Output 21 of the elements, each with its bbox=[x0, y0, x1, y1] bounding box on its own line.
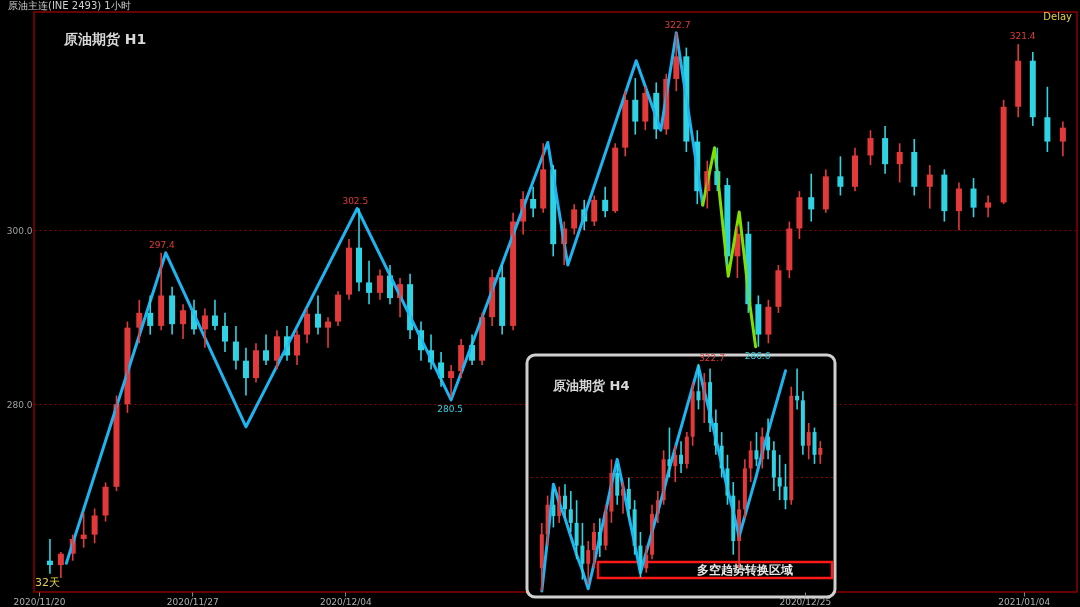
annotation: 322.7 bbox=[699, 353, 725, 363]
annotation: 多空趋势转换区域 bbox=[697, 563, 793, 577]
annotation: 321.4 bbox=[1009, 31, 1036, 42]
annotation: 302.5 bbox=[342, 195, 369, 206]
x-tick-label: 2020/12/25 bbox=[779, 596, 832, 607]
annotation: Delay bbox=[1043, 11, 1073, 22]
text: 原油主连(INE 2493) 1小时 bbox=[8, 0, 131, 11]
y-tick-label: 280.0 bbox=[6, 399, 33, 410]
annotation: 32天 bbox=[35, 576, 60, 589]
annotation: 286.6 bbox=[744, 350, 771, 361]
annotation: 297.4 bbox=[149, 239, 176, 250]
x-tick-label: 2020/12/04 bbox=[319, 596, 373, 607]
text: 原油期货 H4 bbox=[552, 378, 630, 393]
y-tick-label: 300.0 bbox=[6, 225, 33, 236]
line-series bbox=[701, 146, 758, 349]
x-tick-label: 2021/01/04 bbox=[998, 596, 1051, 607]
annotation: 280.5 bbox=[437, 403, 463, 414]
x-tick-label: 2020/11/27 bbox=[166, 596, 219, 607]
text: 原油期货 H1 bbox=[63, 31, 147, 47]
annotation: 322.7 bbox=[664, 19, 691, 30]
x-tick-label: 2020/11/20 bbox=[13, 596, 66, 607]
